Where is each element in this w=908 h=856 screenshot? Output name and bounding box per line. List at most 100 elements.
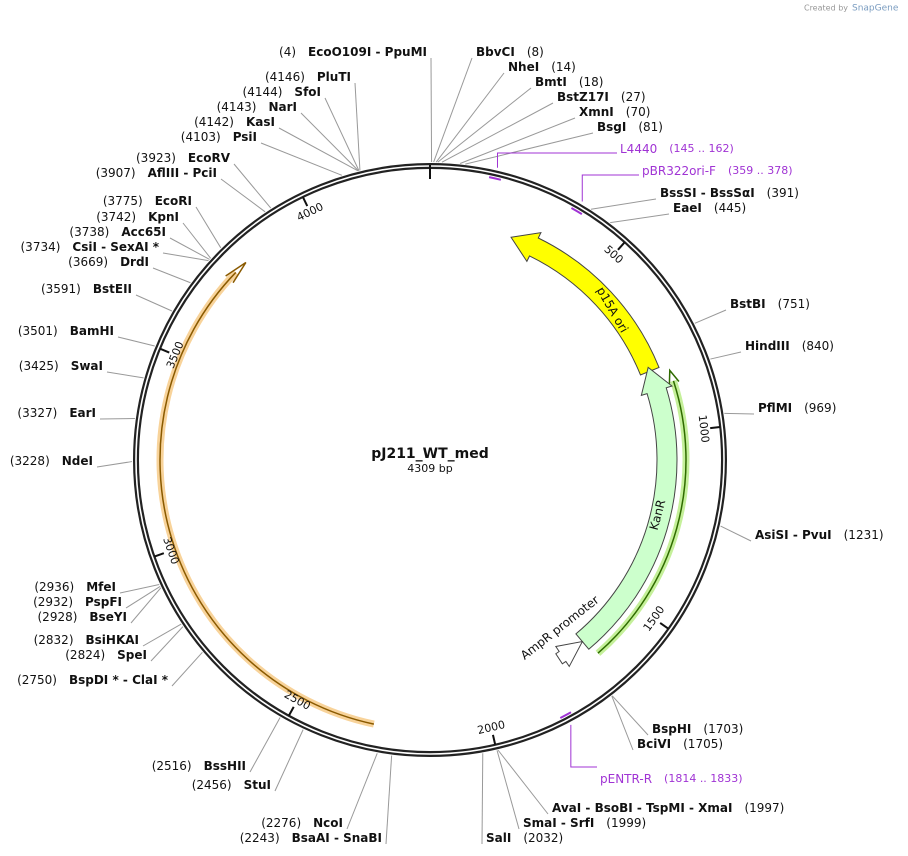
enzyme-name: EcoO109I - PpuMI: [308, 45, 427, 59]
enzyme-position: (4142): [194, 115, 234, 129]
primer-name: L4440: [620, 142, 657, 156]
enzyme-leader: [346, 753, 378, 830]
enzyme-position: (391): [767, 186, 799, 200]
tick-label: 1500: [641, 603, 668, 633]
enzyme-site: BstBI (751): [730, 297, 810, 311]
ampr-promoter-arrow: [554, 640, 584, 668]
enzyme-leader: [497, 749, 549, 815]
enzyme-leader: [233, 163, 272, 209]
enzyme-site: BssSI - BssSαI (391): [660, 186, 799, 200]
enzyme-name: SmaI - SrfI: [523, 816, 594, 830]
enzyme-site: BciVI (1705): [637, 737, 723, 751]
enzyme-name: BsiHKAI: [86, 633, 140, 647]
enzyme-site: (2516) BssHII: [152, 759, 246, 773]
enzyme-site: (3734) CsiI - SexAI *: [21, 240, 160, 254]
enzyme-site: SalI (2032): [486, 831, 563, 845]
enzyme-leader: [278, 127, 359, 172]
enzyme-leader: [182, 222, 212, 259]
enzyme-name: KpnI: [148, 210, 179, 224]
enzyme-leader: [125, 585, 161, 609]
orange-line: [159, 271, 375, 725]
enzyme-name: NheI: [508, 60, 539, 74]
enzyme-position: (3775): [103, 194, 143, 208]
enzyme-site: (3923) EcoRV: [136, 151, 231, 165]
enzyme-name: NcoI: [313, 816, 343, 830]
enzyme-site: BspHI (1703): [652, 722, 743, 736]
enzyme-leader: [274, 729, 304, 792]
enzyme-leader: [430, 57, 433, 163]
enzyme-name: HindIII: [745, 339, 790, 353]
enzyme-name: EcoRI: [155, 194, 192, 208]
enzyme-name: BmtI: [535, 75, 567, 89]
primer-leader: [581, 174, 639, 202]
enzyme-site: AvaI - BsoBI - TspMI - XmaI (1997): [552, 801, 784, 815]
enzyme-position: (1997): [744, 801, 784, 815]
enzyme-site: (3738) Acc65I: [69, 225, 166, 239]
primer-leader: [570, 724, 597, 768]
enzyme-leader: [195, 206, 222, 249]
enzyme-position: (4143): [217, 100, 257, 114]
enzyme-name: BamHI: [70, 324, 114, 338]
enzyme-site: (2243) BsaAI - SnaBI: [240, 831, 382, 845]
enzyme-name: DrdI: [120, 255, 149, 269]
enzyme-leader: [106, 371, 144, 379]
enzyme-site: (3907) AflIII - PciI: [96, 166, 217, 180]
enzyme-site: (2824) SpeI: [65, 648, 147, 662]
enzyme-position: (2832): [34, 633, 74, 647]
tick-mark: [302, 196, 309, 207]
enzyme-leader: [96, 461, 133, 468]
green-head: [668, 368, 680, 385]
enzyme-site: (3327) EarI: [17, 406, 96, 420]
enzyme-name: NarI: [268, 100, 297, 114]
enzyme-position: (3742): [96, 210, 136, 224]
enzyme-leader: [481, 753, 484, 845]
enzyme-position: (70): [626, 105, 651, 119]
enzyme-position: (2928): [38, 610, 78, 624]
enzyme-name: StuI: [244, 778, 271, 792]
enzyme-leader: [724, 412, 755, 415]
enzyme-position: (81): [638, 120, 663, 134]
enzyme-site: BsgI (81): [597, 120, 663, 134]
primer: pENTR-R (1814 .. 1833): [600, 772, 743, 786]
tick-mark: [288, 706, 295, 717]
enzyme-position: (2824): [65, 648, 105, 662]
enzyme-site: BstZ17I (27): [557, 90, 646, 104]
enzyme-position: (751): [778, 297, 810, 311]
enzyme-site: (4103) PsiI: [181, 130, 257, 144]
primer-range: (359 .. 378): [728, 164, 793, 177]
enzyme-site: XmnI (70): [579, 105, 650, 119]
enzyme-site: (2928) BseYI: [38, 610, 128, 624]
enzyme-site: (2456) StuI: [192, 778, 271, 792]
enzyme-site: (2276) NcoI: [261, 816, 343, 830]
enzyme-leader: [437, 87, 532, 163]
enzyme-position: (2456): [192, 778, 232, 792]
enzyme-position: (4146): [265, 70, 305, 84]
enzyme-name: PspFI: [85, 595, 122, 609]
enzyme-name: BseYI: [89, 610, 127, 624]
enzyme-site: PflMI (969): [758, 401, 836, 415]
enzyme-site: (4146) PluTI: [265, 70, 351, 84]
enzyme-position: (1705): [683, 737, 723, 751]
enzyme-leader: [611, 695, 649, 736]
enzyme-leader: [435, 72, 505, 163]
enzyme-name: PflMI: [758, 401, 792, 415]
primer-mark: [559, 711, 572, 719]
enzyme-position: (3734): [21, 240, 61, 254]
tick-mark: [491, 734, 497, 745]
tick-mark: [154, 552, 165, 558]
tick-label: 1000: [696, 414, 712, 443]
enzyme-leader: [354, 82, 361, 171]
enzyme-position: (840): [802, 339, 834, 353]
enzyme-position: (14): [551, 60, 576, 74]
enzyme-position: (1231): [844, 528, 884, 542]
tick-label: 3000: [160, 535, 182, 566]
enzyme-leader: [610, 213, 670, 224]
enzyme-position: (27): [621, 90, 646, 104]
orange-head: [225, 261, 247, 284]
tick-label: 4000: [295, 200, 326, 224]
enzyme-name: SalI: [486, 831, 511, 845]
enzyme-leader: [142, 623, 182, 647]
enzyme-leader: [385, 755, 393, 845]
enzyme-position: (3425): [19, 359, 59, 373]
enzyme-name: XmnI: [579, 105, 614, 119]
